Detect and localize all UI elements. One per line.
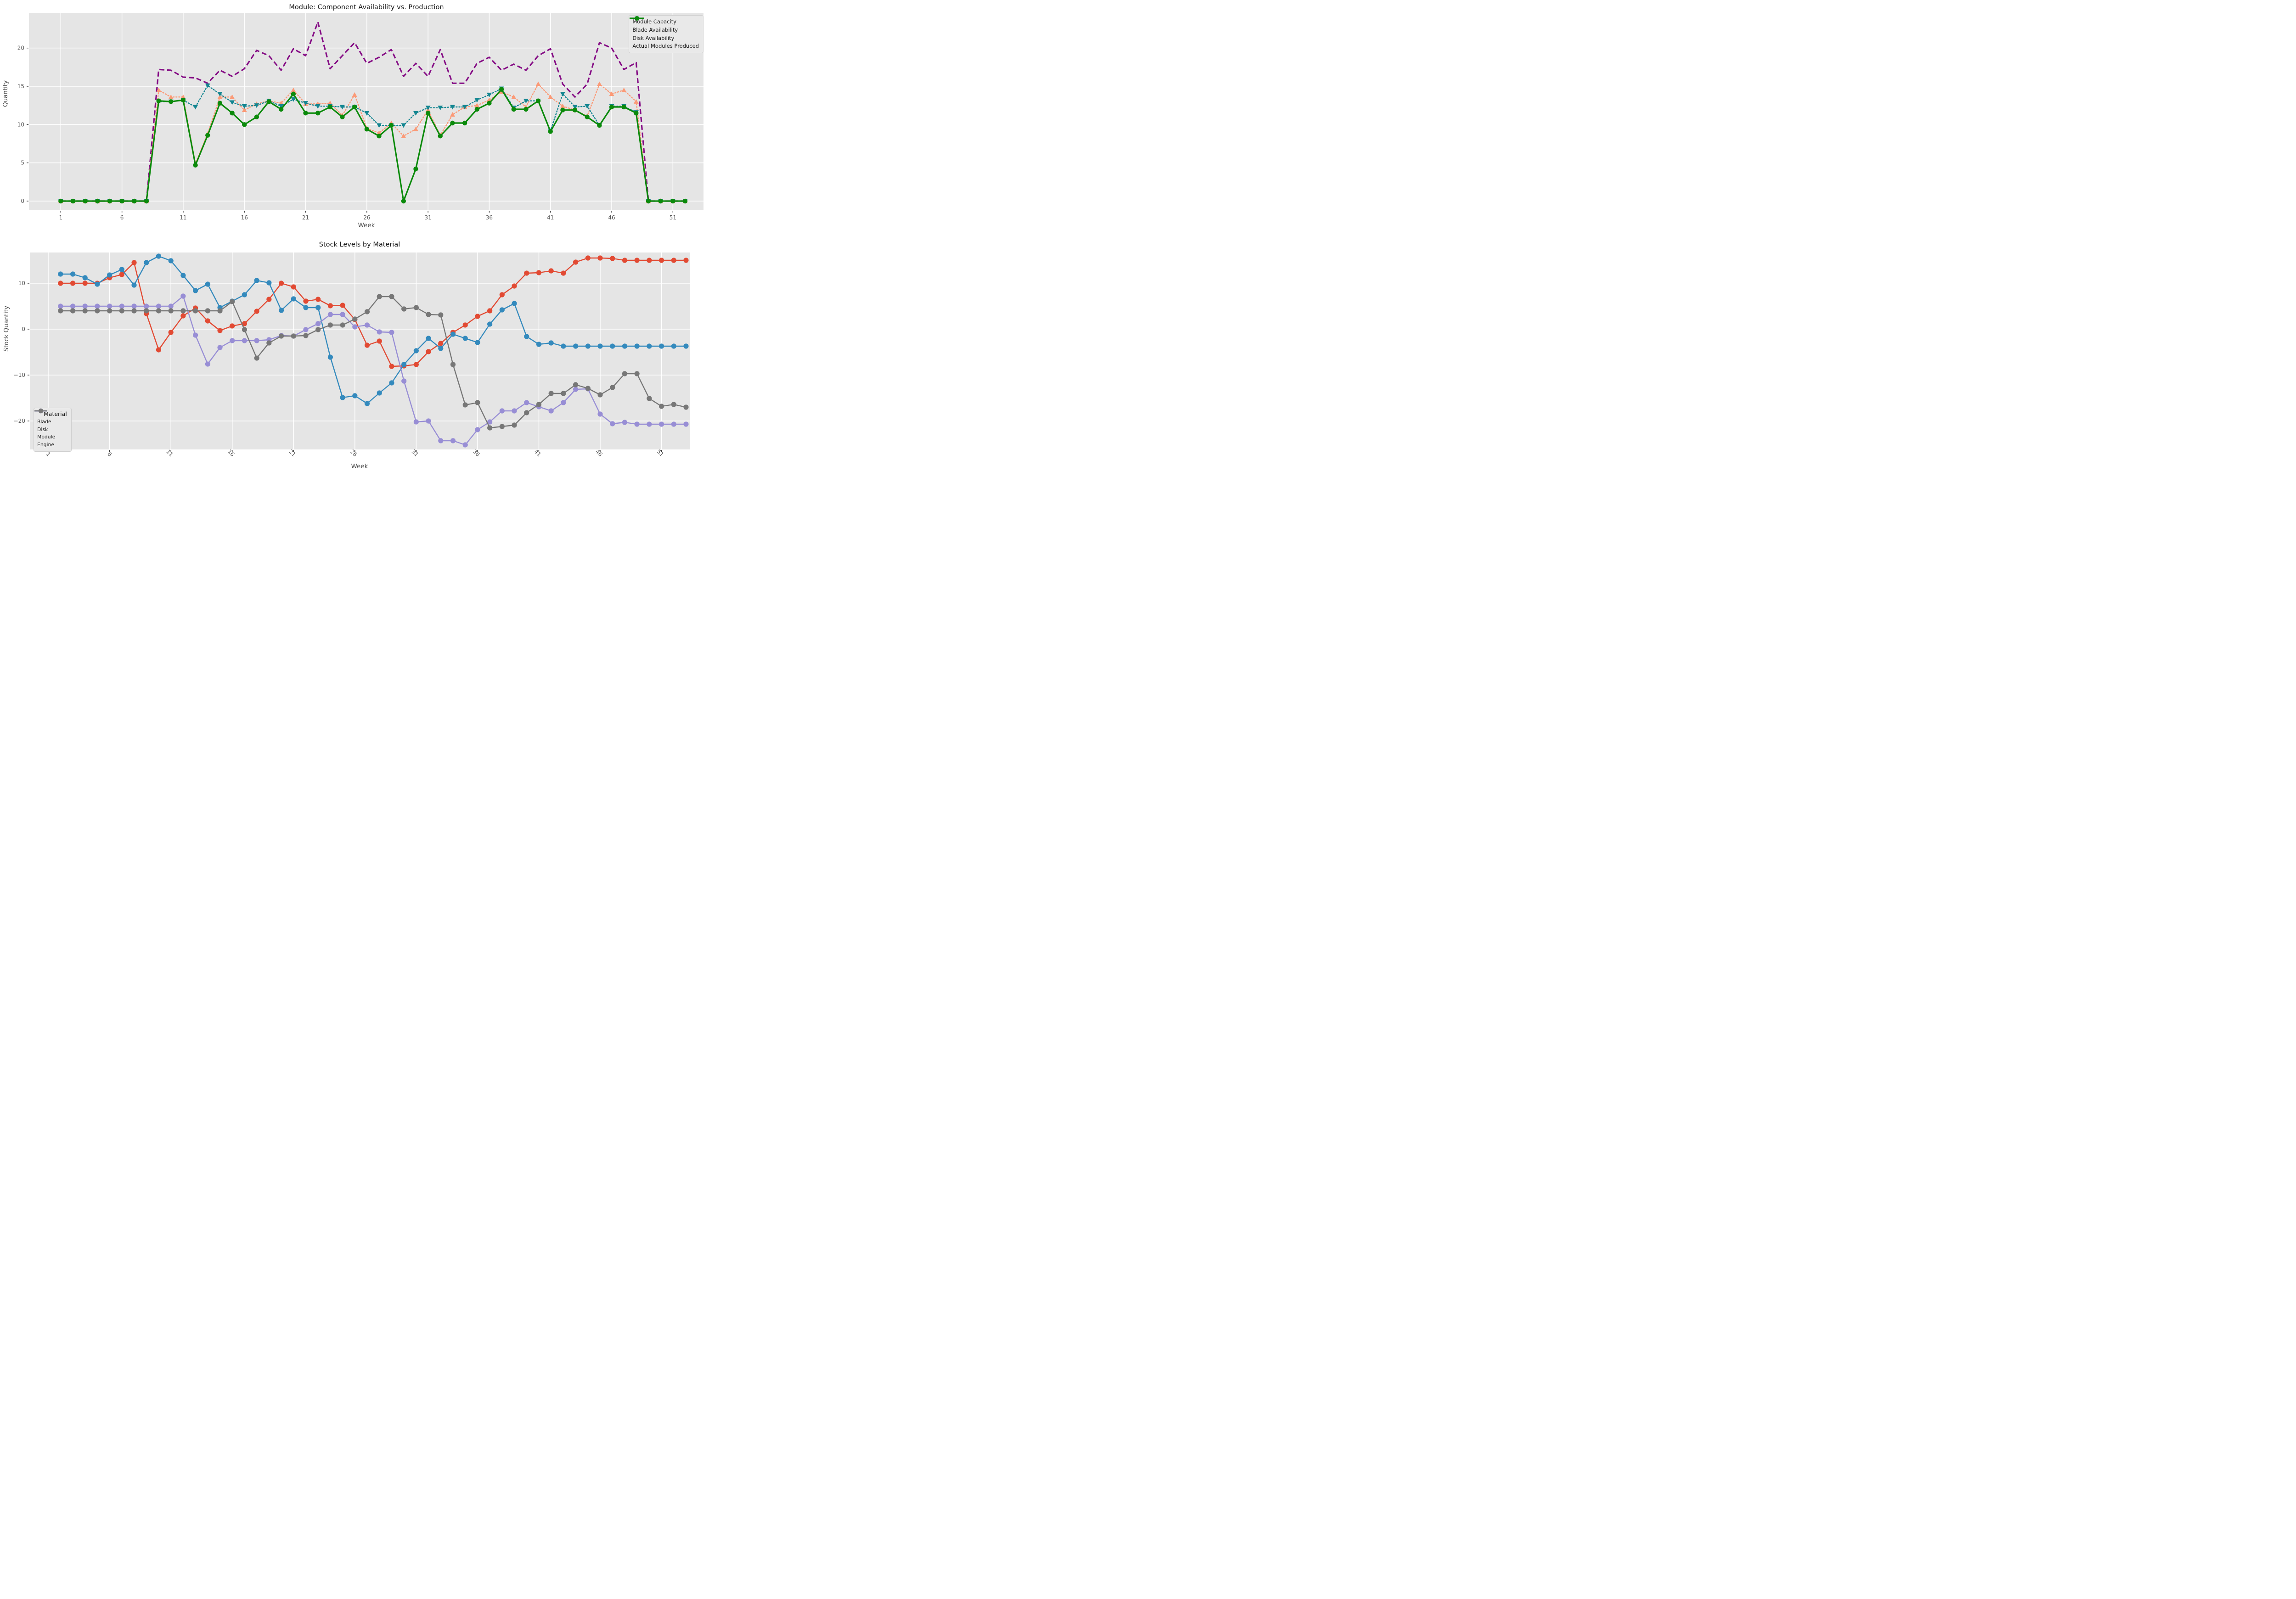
chart-bottom-legend[interactable]: Material Blade Disk M bbox=[34, 408, 72, 452]
x-tick-label: 31 bbox=[424, 214, 431, 221]
x-tick-label: 21 bbox=[302, 214, 309, 221]
y-tick-label: 10 bbox=[18, 280, 25, 286]
legend-item-engine: Engine bbox=[34, 408, 67, 449]
x-tick-label: 1 bbox=[45, 451, 52, 458]
x-tick-label: 6 bbox=[106, 451, 113, 458]
legend-item-actual-modules-produced: Actual Modules Produced bbox=[630, 16, 699, 50]
legend-label: Blade Availability bbox=[632, 26, 678, 33]
x-tick-label: 6 bbox=[120, 214, 124, 221]
y-tick-label: 20 bbox=[17, 45, 24, 51]
series-actual-modules-produced bbox=[58, 87, 688, 204]
legend-title: Material bbox=[44, 410, 67, 417]
line-circle-swatch-icon bbox=[34, 408, 47, 414]
x-tick-label: 41 bbox=[547, 214, 554, 221]
y-tick-label: 0 bbox=[22, 326, 25, 332]
y-tick-label: −10 bbox=[14, 372, 25, 378]
legend-label: Blade bbox=[37, 419, 51, 425]
legend-item-blade: Blade bbox=[34, 408, 67, 426]
legend-label: Engine bbox=[37, 442, 55, 448]
x-tick-label: 31 bbox=[410, 448, 420, 458]
plot-background bbox=[30, 252, 690, 449]
legend-item-disk: Disk bbox=[34, 408, 67, 434]
y-tick-label: 5 bbox=[21, 160, 24, 166]
x-tick-label: 16 bbox=[241, 214, 248, 221]
chart-top-title: Module: Component Availability vs. Produ… bbox=[289, 4, 444, 11]
y-tick-label: −20 bbox=[14, 418, 25, 424]
x-tick-label: 16 bbox=[226, 448, 236, 458]
legend-label: Module Capacity bbox=[632, 18, 677, 25]
x-tick-label: 51 bbox=[670, 214, 676, 221]
series-engine bbox=[58, 294, 689, 431]
chart-top-legend[interactable]: Module Capacity Blade Availability Disk … bbox=[629, 15, 703, 54]
x-tick-label: 11 bbox=[180, 214, 186, 221]
legend-label: Actual Modules Produced bbox=[632, 43, 699, 50]
y-tick-label: 0 bbox=[21, 198, 24, 204]
x-tick-label: 26 bbox=[363, 214, 370, 221]
x-tick-label: 51 bbox=[656, 448, 665, 458]
chart-bottom-title: Stock Levels by Material bbox=[319, 241, 400, 248]
legend-label: Disk Availability bbox=[632, 34, 675, 41]
x-tick-label: 21 bbox=[287, 448, 297, 458]
x-tick-label: 36 bbox=[486, 214, 493, 221]
y-tick-label: 10 bbox=[17, 121, 24, 128]
x-tick-label: 11 bbox=[165, 448, 174, 458]
legend-label: Disk bbox=[37, 426, 48, 432]
chart-top-xaxis-label: Week bbox=[358, 222, 375, 229]
y-tick-label: 15 bbox=[17, 83, 24, 90]
x-tick-label: 1 bbox=[59, 214, 62, 221]
x-tick-label: 41 bbox=[533, 448, 543, 458]
x-tick-label: 36 bbox=[472, 448, 481, 458]
figure-canvas: Module: Component Availability vs. Produ… bbox=[0, 0, 720, 474]
chart-bottom-yaxis-label: Stock Quantity bbox=[3, 306, 10, 352]
x-tick-label: 26 bbox=[349, 448, 359, 458]
legend-item-module: Module bbox=[34, 408, 67, 441]
solid-circle-swatch-icon bbox=[630, 16, 645, 21]
x-tick-label: 46 bbox=[608, 214, 615, 221]
x-tick-label: 46 bbox=[594, 448, 604, 458]
chart-bottom-xaxis-label: Week bbox=[351, 463, 368, 470]
legend-label: Module bbox=[37, 434, 56, 440]
